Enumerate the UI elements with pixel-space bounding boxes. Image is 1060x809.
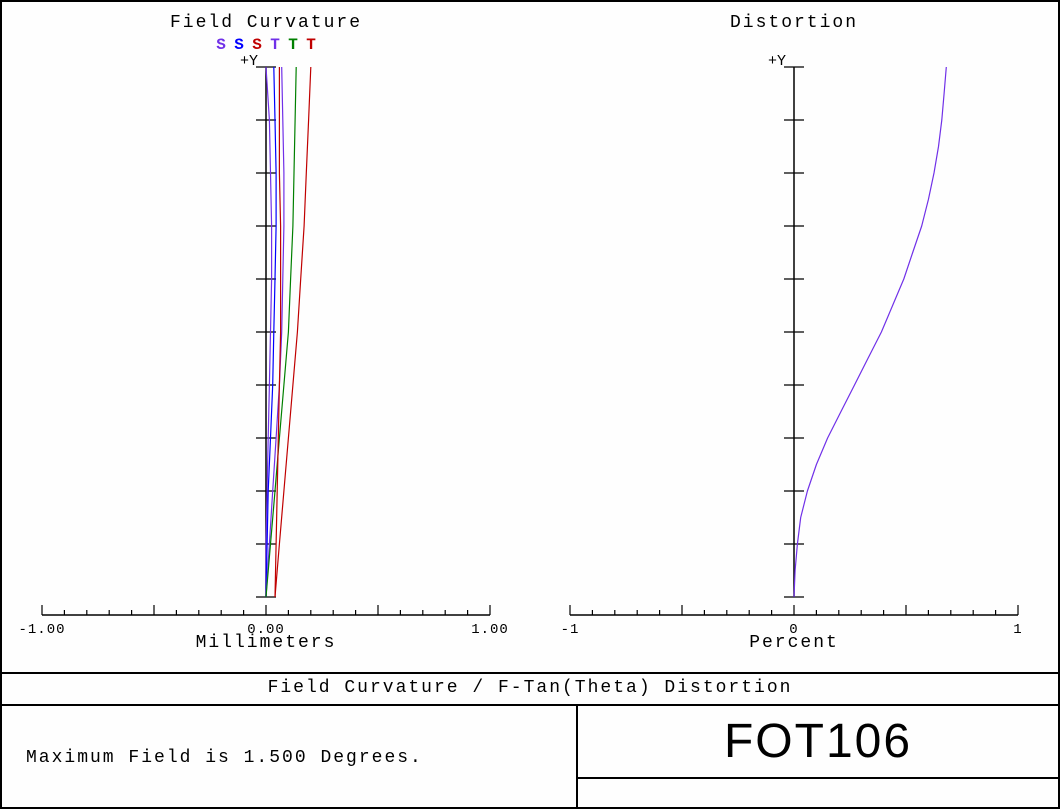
- svg-text:S: S: [252, 36, 262, 54]
- charts-svg: Field CurvatureSSSTTT+Y-1.000.001.00Mill…: [2, 2, 1058, 672]
- svg-text:Percent: Percent: [749, 633, 839, 653]
- svg-text:S: S: [234, 36, 244, 54]
- bottom-area: Maximum Field is 1.500 Degrees. FOT106: [2, 706, 1058, 809]
- design-label: FOT106: [724, 714, 912, 769]
- bottom-right-label-box: FOT106: [578, 706, 1058, 779]
- svg-text:+Y: +Y: [768, 53, 786, 70]
- svg-text:Distortion: Distortion: [730, 13, 858, 33]
- bottom-right-empty: [578, 779, 1058, 809]
- svg-text:T: T: [306, 36, 316, 54]
- bottom-left-panel: Maximum Field is 1.500 Degrees.: [2, 706, 578, 809]
- svg-text:1.00: 1.00: [471, 622, 509, 638]
- svg-text:-1.00: -1.00: [18, 622, 65, 638]
- svg-text:+Y: +Y: [240, 53, 258, 70]
- svg-text:T: T: [288, 36, 298, 54]
- max-field-text: Maximum Field is 1.500 Degrees.: [26, 748, 423, 768]
- subtitle-bar: Field Curvature / F-Tan(Theta) Distortio…: [2, 672, 1058, 706]
- svg-text:Field Curvature: Field Curvature: [170, 13, 362, 33]
- svg-text:1: 1: [1013, 622, 1022, 638]
- svg-text:Millimeters: Millimeters: [196, 633, 337, 653]
- svg-text:T: T: [270, 36, 280, 54]
- subtitle-text: Field Curvature / F-Tan(Theta) Distortio…: [268, 678, 793, 698]
- bottom-right-panel: FOT106: [578, 706, 1058, 809]
- chart-area: Field CurvatureSSSTTT+Y-1.000.001.00Mill…: [2, 2, 1058, 674]
- svg-text:-1: -1: [561, 622, 580, 638]
- outer-frame: Field CurvatureSSSTTT+Y-1.000.001.00Mill…: [0, 0, 1060, 809]
- svg-text:S: S: [216, 36, 226, 54]
